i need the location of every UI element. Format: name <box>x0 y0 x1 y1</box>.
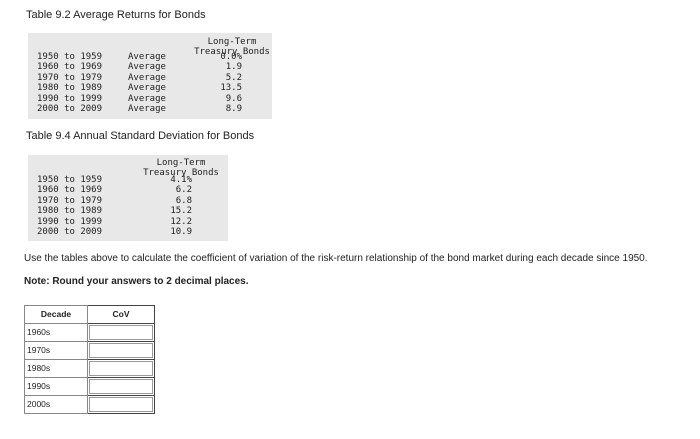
decade: 1980s <box>24 358 88 378</box>
table-title: Table 9.4 Annual Standard Deviation for … <box>26 130 255 142</box>
stat-label: Average <box>128 52 166 62</box>
column-header: Long-Term <box>156 158 206 168</box>
cov-cell <box>87 394 155 414</box>
instruction: Use the tables above to calculate the co… <box>24 253 648 264</box>
cov-cell <box>87 322 155 342</box>
answer-row: 1990s <box>24 376 155 396</box>
period: 1980 to 1989 <box>37 83 103 94</box>
answer-row: 2000s <box>24 394 155 414</box>
decade: 1960s <box>24 322 88 342</box>
answer-row: 1970s <box>24 340 155 360</box>
value: 10.9 <box>170 227 192 237</box>
period: 1960 to 1969 <box>37 62 103 73</box>
answer-row: 1960s <box>24 322 155 342</box>
column-header: Treasury Bonds <box>143 168 219 178</box>
value: 9.6 <box>225 93 242 104</box>
answer-row: 1980s <box>24 358 155 378</box>
value: 6.8 <box>175 195 192 206</box>
period: 1990 to 1999 <box>37 93 103 104</box>
cov-input[interactable] <box>89 324 153 340</box>
value: 6.2 <box>175 185 192 196</box>
cov-cell <box>87 358 155 378</box>
period: 1950 to 1959 <box>37 52 103 62</box>
period: 2000 to 2009 <box>37 104 103 114</box>
value: 5.2 <box>225 72 242 83</box>
table-box <box>28 33 272 119</box>
period: 1980 to 1989 <box>37 206 103 217</box>
period: 1950 to 1959 <box>37 175 103 185</box>
stat-label: Average <box>128 72 166 83</box>
cov-input[interactable] <box>89 342 153 358</box>
note: Note: Round your answers to 2 decimal pl… <box>24 276 249 287</box>
period: 1970 to 1979 <box>37 195 103 206</box>
cov-input[interactable] <box>89 378 153 394</box>
cov-input[interactable] <box>89 396 153 412</box>
decade: 2000s <box>24 394 88 414</box>
value: 1.9 <box>225 62 242 73</box>
answer-table: Decade CoV 1960s 1970s 1980s 1990s 2000s <box>24 305 155 414</box>
cov-cell <box>87 340 155 360</box>
period: 1970 to 1979 <box>37 72 103 83</box>
period: 1960 to 1969 <box>37 185 103 196</box>
column-header: Long-Term <box>207 37 257 47</box>
table-title: Table 9.2 Average Returns for Bonds <box>26 9 206 21</box>
value: 4.1% <box>170 175 192 185</box>
table-box <box>28 155 228 241</box>
period: 1990 to 1999 <box>37 216 103 227</box>
value: 15.2 <box>170 206 192 217</box>
stat-label: Average <box>128 83 166 94</box>
value: 8.9 <box>225 104 242 114</box>
decade: 1990s <box>24 376 88 396</box>
decade: 1970s <box>24 340 88 360</box>
stat-label: Average <box>128 93 166 104</box>
stat-label: Average <box>128 104 166 114</box>
value: 0.0% <box>220 52 242 62</box>
value: 12.2 <box>170 216 192 227</box>
column-header: Treasury Bonds <box>194 47 270 57</box>
cov-input[interactable] <box>89 360 153 376</box>
cov-cell <box>87 376 155 396</box>
stat-label: Average <box>128 62 166 73</box>
column-header: Decade <box>24 305 88 324</box>
value: 13.5 <box>220 83 242 94</box>
column-header: CoV <box>87 305 155 324</box>
period: 2000 to 2009 <box>37 227 103 237</box>
